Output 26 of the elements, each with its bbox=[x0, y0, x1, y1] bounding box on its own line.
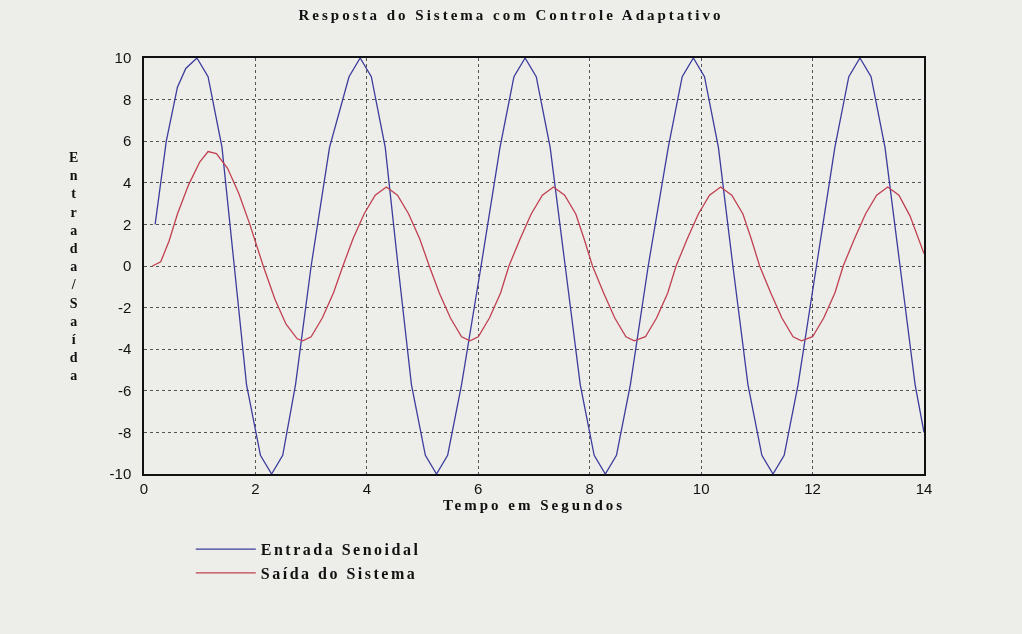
y-tick-label: 8 bbox=[122, 90, 132, 108]
y-tick-label: -2 bbox=[117, 298, 132, 316]
x-tick-label: 6 bbox=[474, 479, 483, 497]
x-tick-label: 2 bbox=[251, 479, 260, 497]
line-series bbox=[151, 150, 924, 342]
y-tick-label: 4 bbox=[122, 174, 132, 192]
x-tick-label: 0 bbox=[139, 479, 149, 497]
text: Entrada/Saída bbox=[69, 150, 79, 384]
y-tick-label: 0 bbox=[122, 257, 132, 275]
legend-label: Saída do Sistema bbox=[260, 565, 418, 583]
x-tick-label: 14 bbox=[915, 479, 933, 497]
y-tick-label: 10 bbox=[114, 49, 132, 67]
x-tick-label: 8 bbox=[585, 479, 594, 497]
y-tick-label: 6 bbox=[122, 132, 132, 150]
y-tick-label: -8 bbox=[117, 423, 132, 441]
line-series bbox=[154, 58, 924, 474]
x-tick-label: 10 bbox=[692, 479, 710, 497]
x-axis-title: Tempo em Segundos bbox=[442, 496, 626, 513]
x-tick-label: 4 bbox=[362, 479, 372, 497]
y-tick-label: -4 bbox=[117, 340, 132, 358]
chart-title: Resposta do Sistema com Controle Adaptativo bbox=[298, 7, 724, 24]
y-tick-label: 2 bbox=[122, 215, 132, 233]
legend-label: Entrada Senoidal bbox=[260, 541, 421, 559]
x-tick-label: 12 bbox=[804, 479, 821, 497]
y-tick-label: -6 bbox=[117, 382, 132, 400]
y-tick-label: -10 bbox=[109, 465, 132, 483]
